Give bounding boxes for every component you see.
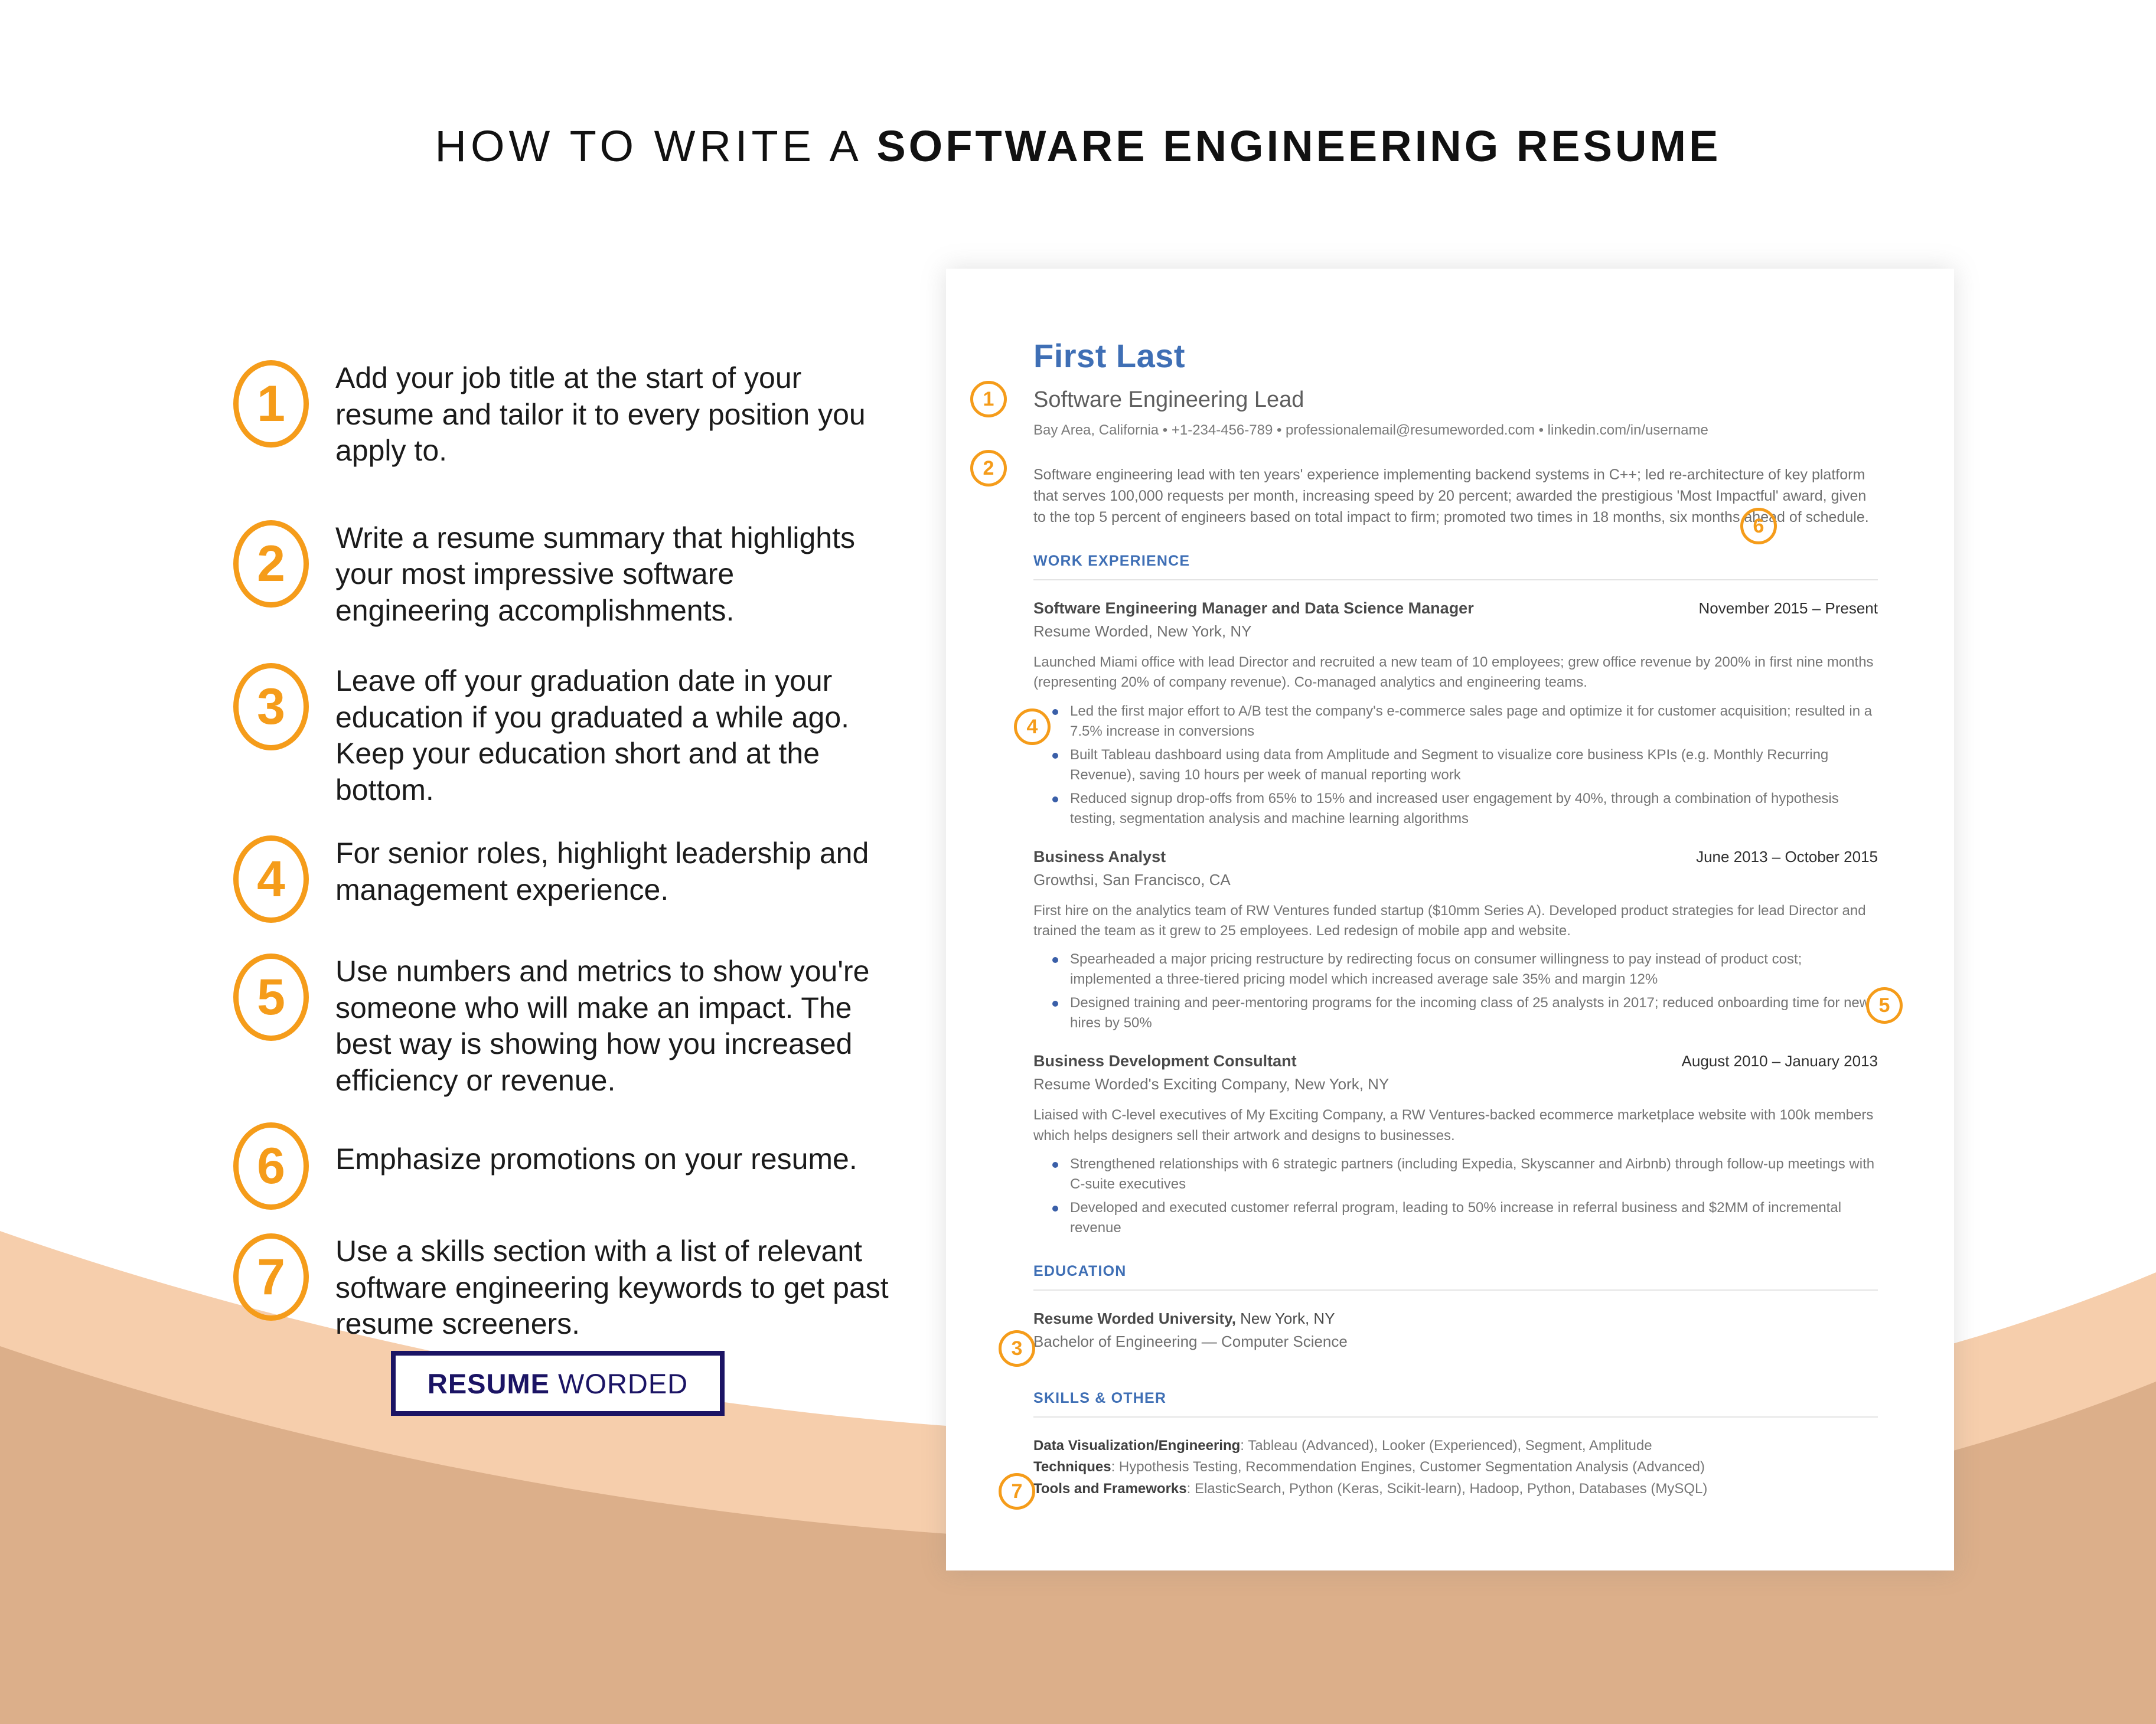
skill-row-1: Data Visualization/Engineering: Tableau … (1033, 1435, 1878, 1457)
tip-text-3: Leave off your graduation date in your e… (335, 664, 850, 807)
resume-worded-logo: RESUME WORDED (391, 1351, 725, 1416)
list-item: Designed training and peer-mentoring pro… (1033, 993, 1878, 1033)
work-entry-3: Business Development Consultant August 2… (1033, 1052, 1878, 1238)
logo-text: RESUME WORDED (428, 1367, 688, 1400)
skill-label-3: Tools and Frameworks (1033, 1480, 1187, 1497)
tip-item-5: 5 Use numbers and metrics to show you're… (233, 954, 895, 1099)
tip-item-1: 1 Add your job title at the start of you… (233, 360, 895, 469)
tip-text-4: For senior roles, highlight leadership a… (335, 837, 869, 906)
work-entry-2-header: Business Analyst June 2013 – October 201… (1033, 848, 1878, 866)
tip-badge-3: 3 (233, 663, 309, 750)
work-entry-3-date: August 2010 – January 2013 (1681, 1052, 1878, 1070)
skill-row-3: Tools and Frameworks: ElasticSearch, Pyt… (1033, 1478, 1878, 1500)
work-entry-3-description: Liaised with C-level executives of My Ex… (1033, 1107, 1874, 1144)
resume-marker-4: 4 (1014, 708, 1051, 745)
page-title-light: HOW TO WRITE A (435, 122, 877, 171)
tip-item-6: 6 Emphasize promotions on your resume. (233, 1122, 895, 1210)
resume-marker-2: 2 (970, 450, 1007, 486)
resume-preview-card: First Last Software Engineering Lead Bay… (946, 269, 1954, 1570)
skill-row-2: Techniques: Hypothesis Testing, Recommen… (1033, 1457, 1878, 1478)
tip-badge-2: 2 (233, 520, 309, 608)
section-heading-skills: SKILLS & OTHER (1033, 1390, 1878, 1418)
page-title: HOW TO WRITE A SOFTWARE ENGINEERING RESU… (0, 121, 2156, 171)
wave-dark (0, 1346, 2156, 1724)
tip-badge-4: 4 (233, 835, 309, 923)
skill-label-1: Data Visualization/Engineering (1033, 1437, 1241, 1454)
work-entry-1-bullets: Led the first major effort to A/B test t… (1033, 701, 1878, 829)
list-item: Developed and executed customer referral… (1033, 1198, 1878, 1238)
tip-item-7: 7 Use a skills section with a list of re… (233, 1233, 895, 1343)
section-heading-education: EDUCATION (1033, 1263, 1878, 1291)
work-entry-3-title: Business Development Consultant (1033, 1052, 1297, 1070)
list-item: Spearheaded a major pricing restructure … (1033, 949, 1878, 990)
resume-marker-3: 3 (999, 1330, 1035, 1367)
resume-summary: Software engineering lead with ten years… (1033, 466, 1869, 526)
tip-badge-1: 1 (233, 360, 309, 448)
work-entry-1-company: Resume Worded, New York, NY (1033, 622, 1252, 641)
resume-role: Software Engineering Lead (1033, 387, 1304, 412)
education-school: Resume Worded University, (1033, 1309, 1236, 1327)
section-heading-work-experience: WORK EXPERIENCE (1033, 553, 1878, 581)
work-entry-2: Business Analyst June 2013 – October 201… (1033, 848, 1878, 1033)
work-entry-1-description: Launched Miami office with lead Director… (1033, 654, 1874, 691)
tip-badge-5: 5 (233, 954, 309, 1041)
work-entry-3-company: Resume Worded's Exciting Company, New Yo… (1033, 1075, 1390, 1093)
skill-value-3: : ElasticSearch, Python (Keras, Scikit-l… (1186, 1480, 1708, 1497)
work-entry-3-header: Business Development Consultant August 2… (1033, 1052, 1878, 1070)
skills-list: Data Visualization/Engineering: Tableau … (1033, 1435, 1878, 1500)
work-entry-1: Software Engineering Manager and Data Sc… (1033, 599, 1878, 829)
work-entry-2-bullets: Spearheaded a major pricing restructure … (1033, 949, 1878, 1033)
skill-value-1: : Tableau (Advanced), Looker (Experience… (1240, 1437, 1652, 1454)
logo-bold: RESUME (427, 1367, 550, 1399)
education-school-line: Resume Worded University, New York, NY (1033, 1310, 1878, 1328)
tip-item-2: 2 Write a resume summary that highlights… (233, 520, 895, 629)
tip-text-1: Add your job title at the start of your … (335, 361, 866, 467)
tip-text-6: Emphasize promotions on your resume. (335, 1142, 857, 1176)
resume-name: First Last (1033, 337, 1186, 374)
tip-text-5: Use numbers and metrics to show you're s… (335, 955, 870, 1097)
work-entry-3-bullets: Strengthened relationships with 6 strate… (1033, 1154, 1878, 1238)
work-entry-1-title: Software Engineering Manager and Data Sc… (1033, 599, 1474, 618)
tip-text-7: Use a skills section with a list of rele… (335, 1235, 889, 1340)
work-entry-1-date: November 2015 – Present (1698, 599, 1878, 618)
skill-value-2: : Hypothesis Testing, Recommendation Eng… (1111, 1459, 1705, 1475)
tip-badge-7: 7 (233, 1233, 309, 1321)
logo-light: WORDED (549, 1367, 689, 1399)
resume-marker-5: 5 (1866, 987, 1903, 1024)
work-entry-2-company: Growthsi, San Francisco, CA (1033, 870, 1231, 889)
tips-list: 1 Add your job title at the start of you… (233, 360, 895, 1343)
work-entry-1-header: Software Engineering Manager and Data Sc… (1033, 599, 1878, 618)
work-entry-2-title: Business Analyst (1033, 847, 1166, 866)
education-degree: Bachelor of Engineering — Computer Scien… (1033, 1332, 1348, 1350)
page-title-bold: SOFTWARE ENGINEERING RESUME (876, 122, 1721, 171)
resume-marker-1: 1 (970, 381, 1007, 417)
resume-marker-6: 6 (1740, 508, 1777, 544)
education-location: New York, NY (1235, 1309, 1335, 1327)
tip-item-3: 3 Leave off your graduation date in your… (233, 663, 895, 808)
work-entry-2-date: June 2013 – October 2015 (1696, 847, 1878, 866)
list-item: Led the first major effort to A/B test t… (1033, 701, 1878, 742)
list-item: Built Tableau dashboard using data from … (1033, 745, 1878, 785)
skill-label-2: Techniques (1033, 1459, 1111, 1475)
tip-item-4: 4 For senior roles, highlight leadership… (233, 835, 895, 923)
resume-contact-line: Bay Area, California • +1-234-456-789 • … (1033, 422, 1708, 438)
tip-badge-6: 6 (233, 1122, 309, 1210)
list-item: Strengthened relationships with 6 strate… (1033, 1154, 1878, 1194)
resume-marker-7: 7 (999, 1473, 1035, 1510)
tip-text-2: Write a resume summary that highlights y… (335, 521, 855, 627)
work-entry-2-description: First hire on the analytics team of RW V… (1033, 902, 1866, 939)
list-item: Reduced signup drop-offs from 65% to 15%… (1033, 789, 1878, 829)
